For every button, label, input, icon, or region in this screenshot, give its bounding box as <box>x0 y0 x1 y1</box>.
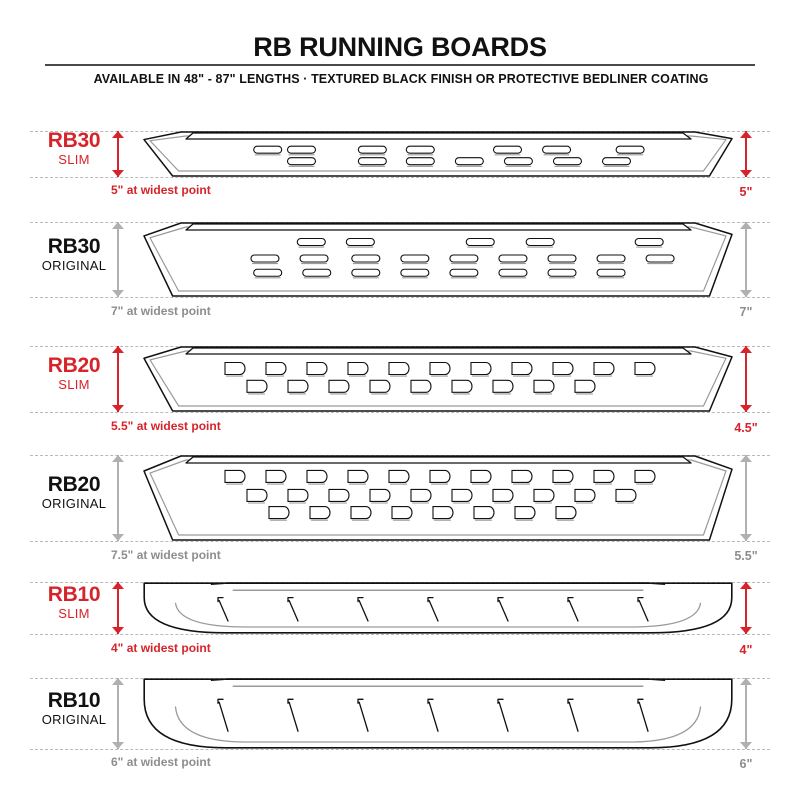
width-dimension-arrow <box>111 131 125 177</box>
guide-line-bottom <box>30 177 770 178</box>
guide-line-bottom <box>30 634 770 635</box>
dimension-shaft <box>745 455 747 541</box>
width-callout: 7.5" at widest point <box>111 548 221 562</box>
model-name: RB10 <box>47 583 101 606</box>
arrowhead-up-icon <box>740 346 752 353</box>
width-dimension-arrow <box>111 455 125 541</box>
height-callout: 5.5" <box>734 549 758 563</box>
dimension-shaft <box>745 346 747 412</box>
arrowhead-down-icon <box>112 534 124 541</box>
model-label: RB30 ORIGINAL <box>28 234 120 275</box>
board-illustration-rb30-original <box>143 222 733 297</box>
height-callout: 4.5" <box>734 421 758 435</box>
arrowhead-up-icon <box>112 131 124 138</box>
arrowhead-up-icon <box>740 222 752 229</box>
arrowhead-down-icon <box>112 627 124 634</box>
dimension-shaft <box>117 131 119 177</box>
header-divider <box>45 64 755 66</box>
guide-line-bottom <box>30 412 770 413</box>
model-name: RB20 <box>47 354 101 377</box>
arrowhead-up-icon <box>112 455 124 462</box>
dimension-shaft <box>745 131 747 177</box>
height-dimension-arrow <box>739 582 753 634</box>
board-illustration-rb10-slim <box>143 582 733 634</box>
height-dimension-arrow <box>739 222 753 297</box>
model-name: RB30 <box>47 234 101 258</box>
height-dimension-arrow <box>739 346 753 412</box>
width-dimension-arrow <box>111 346 125 412</box>
arrowhead-down-icon <box>740 290 752 297</box>
guide-line-bottom <box>30 749 770 750</box>
arrowhead-down-icon <box>740 627 752 634</box>
arrowhead-up-icon <box>112 582 124 589</box>
dimension-shaft <box>745 678 747 749</box>
guide-line-bottom <box>30 541 770 542</box>
width-dimension-arrow <box>111 582 125 634</box>
arrowhead-up-icon <box>112 222 124 229</box>
dimension-shaft <box>117 346 119 412</box>
arrowhead-down-icon <box>112 742 124 749</box>
width-dimension-arrow <box>111 222 125 297</box>
arrowhead-up-icon <box>740 455 752 462</box>
height-dimension-arrow <box>739 455 753 541</box>
arrowhead-down-icon <box>740 534 752 541</box>
dimension-shaft <box>117 455 119 541</box>
header: RB RUNNING BOARDS AVAILABLE IN 48" - 87"… <box>0 0 800 86</box>
arrowhead-up-icon <box>112 678 124 685</box>
height-callout: 7" <box>739 305 753 319</box>
model-variant: ORIGINAL <box>41 496 107 512</box>
board-illustration-rb30-slim <box>143 131 733 177</box>
dimension-shaft <box>117 222 119 297</box>
dimension-shaft <box>117 678 119 749</box>
model-name: RB30 <box>47 129 101 152</box>
guide-line-bottom <box>30 297 770 298</box>
model-label: RB10 ORIGINAL <box>28 688 120 729</box>
model-name: RB10 <box>47 688 101 712</box>
height-callout: 6" <box>739 757 753 771</box>
height-dimension-arrow <box>739 678 753 749</box>
height-callout: 4" <box>739 643 753 657</box>
model-variant: SLIM <box>58 606 90 622</box>
height-dimension-arrow <box>739 131 753 177</box>
width-callout: 5.5" at widest point <box>111 419 221 433</box>
model-variant: SLIM <box>58 377 90 393</box>
model-variant: SLIM <box>58 152 90 168</box>
page-title: RB RUNNING BOARDS <box>253 32 547 62</box>
arrowhead-up-icon <box>740 131 752 138</box>
model-variant: ORIGINAL <box>41 257 107 273</box>
arrowhead-down-icon <box>112 290 124 297</box>
header-subtitle: AVAILABLE IN 48" - 87" LENGTHS · TEXTURE… <box>93 72 709 86</box>
arrowhead-down-icon <box>740 170 752 177</box>
dimension-shaft <box>745 582 747 634</box>
width-callout: 4" at widest point <box>111 641 211 655</box>
board-illustration-rb10-original <box>143 678 733 749</box>
model-label: RB20 SLIM <box>28 354 120 394</box>
model-label: RB30 SLIM <box>28 129 120 169</box>
arrowhead-up-icon <box>740 678 752 685</box>
arrowhead-down-icon <box>740 742 752 749</box>
arrowhead-down-icon <box>112 170 124 177</box>
width-callout: 6" at widest point <box>111 755 211 769</box>
arrowhead-up-icon <box>112 346 124 353</box>
model-label: RB20 ORIGINAL <box>28 473 120 513</box>
arrowhead-down-icon <box>740 405 752 412</box>
dimension-shaft <box>117 582 119 634</box>
model-variant: ORIGINAL <box>41 711 107 727</box>
width-callout: 7" at widest point <box>111 304 211 318</box>
height-callout: 5" <box>739 185 753 199</box>
arrowhead-up-icon <box>740 582 752 589</box>
width-dimension-arrow <box>111 678 125 749</box>
model-name: RB20 <box>47 473 101 496</box>
arrowhead-down-icon <box>112 405 124 412</box>
width-callout: 5" at widest point <box>111 183 211 197</box>
board-illustration-rb20-original <box>143 455 733 541</box>
dimension-shaft <box>745 222 747 297</box>
model-label: RB10 SLIM <box>28 583 120 623</box>
board-illustration-rb20-slim <box>143 346 733 412</box>
